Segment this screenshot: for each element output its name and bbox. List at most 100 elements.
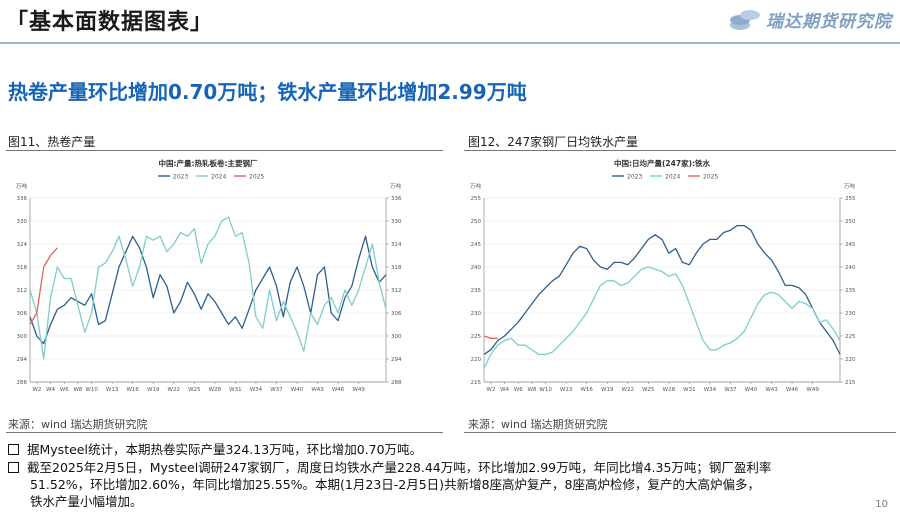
x-tick-label: W19 — [601, 387, 614, 393]
y-tick-right: 318 — [391, 265, 402, 271]
page-title: 「基本面数据图表」 — [6, 10, 214, 35]
y-tick-left: 336 — [17, 196, 28, 202]
y-tick-left: 245 — [471, 242, 482, 248]
y-tick-left: 288 — [17, 380, 28, 386]
y-tick-left: 230 — [471, 311, 482, 317]
series-line-2025 — [29, 247, 58, 325]
legend-label-2024: 2024 — [211, 174, 226, 181]
x-tick-label: W40 — [291, 387, 304, 393]
title-divider — [0, 42, 900, 44]
page-number: 10 — [875, 499, 888, 510]
x-tick-label: W31 — [683, 387, 695, 393]
series-line-2024 — [29, 216, 387, 360]
x-tick-label: W31 — [229, 387, 241, 393]
y-tick-left: 240 — [471, 265, 482, 271]
y-tick-right: 288 — [391, 380, 402, 386]
x-tick-label: W46 — [332, 387, 345, 393]
y-tick-right: 330 — [391, 219, 402, 225]
y-tick-left: 300 — [17, 334, 28, 340]
x-tick-label: W2 — [486, 387, 495, 393]
x-tick-label: W8 — [73, 387, 82, 393]
y-tick-right: 240 — [845, 265, 856, 271]
x-tick-label: W40 — [745, 387, 758, 393]
figure-12-source: 来源：wind 瑞达期货研究院 — [468, 418, 608, 431]
figure-11-source: 来源：wind 瑞达期货研究院 — [8, 418, 148, 431]
x-tick-label: W13 — [560, 387, 573, 393]
x-tick-label: W2 — [32, 387, 41, 393]
x-tick-label: W6 — [60, 387, 69, 393]
series-line-2023 — [29, 235, 387, 345]
unit-right: 万吨 — [844, 182, 856, 190]
x-tick-label: W4 — [46, 387, 55, 393]
hot-metal-output-svg: 中国:日均产量(247家):铁水 2023 2024 2025 万吨 万吨 215 215 22… — [470, 158, 856, 393]
x-tick-label: W46 — [786, 387, 799, 393]
figure-12-bottom-rule — [464, 432, 896, 433]
y-tick-right: 230 — [845, 311, 856, 317]
x-tick-label: W16 — [126, 387, 139, 393]
series-line-2025 — [483, 335, 498, 339]
logo: 瑞达期货研究院 — [728, 6, 892, 32]
y-tick-right: 300 — [391, 334, 402, 340]
x-tick-label: W10 — [85, 387, 98, 393]
x-tick-label: W49 — [806, 387, 819, 393]
y-tick-right: 225 — [845, 334, 856, 340]
y-tick-right: 235 — [845, 288, 856, 294]
x-tick-label: W13 — [106, 387, 119, 393]
y-tick-left: 324 — [17, 242, 28, 248]
legend-label-2025: 2025 — [703, 174, 718, 181]
series-line-2023 — [483, 224, 841, 355]
legend-label-2024: 2024 — [665, 174, 680, 181]
bullet-2-text: 截至2025年2月5日，Mysteel调研247家钢厂，周度日均铁水产量228.… — [27, 460, 772, 475]
x-tick-label: W22 — [622, 387, 634, 393]
figure-11-label: 图11、热卷产量 — [8, 135, 96, 149]
x-tick-label: W49 — [352, 387, 365, 393]
y-tick-right: 250 — [845, 219, 856, 225]
figure-11-bottom-rule — [6, 432, 443, 433]
x-tick-label: W4 — [500, 387, 509, 393]
hot-coil-output-chart: 中国:产量:热轧板卷:主要钢厂 2023 2024 2025 万吨 万吨 288 288 294… — [8, 154, 414, 408]
x-tick-label: W22 — [168, 387, 180, 393]
y-tick-left: 312 — [17, 288, 28, 294]
y-tick-right: 220 — [845, 357, 856, 363]
legend-label-2025: 2025 — [249, 174, 264, 181]
x-tick-label: W25 — [188, 387, 201, 393]
bullet-2: 截至2025年2月5日，Mysteel调研247家钢厂，周度日均铁水产量228.… — [8, 459, 771, 476]
chart-title: 中国:日均产量(247家):铁水 — [614, 158, 711, 168]
coin-stack-icon — [730, 10, 760, 30]
headline: 热卷产量环比增加0.70万吨；铁水产量环比增加2.99万吨 — [8, 80, 527, 104]
y-tick-left: 220 — [471, 357, 482, 363]
x-tick-label: W19 — [147, 387, 160, 393]
x-tick-label: W25 — [642, 387, 655, 393]
y-tick-left: 294 — [17, 357, 28, 363]
y-tick-left: 235 — [471, 288, 482, 294]
bullet-2-cont-1: 51.52%，环比增加2.60%，年同比增加25.55%。本期(1月23日-2月… — [30, 477, 760, 492]
y-tick-left: 330 — [17, 219, 28, 225]
y-tick-right: 215 — [845, 380, 856, 386]
x-tick-label: W43 — [765, 387, 778, 393]
x-tick-label: W10 — [539, 387, 552, 393]
x-tick-label: W28 — [663, 387, 676, 393]
unit-right: 万吨 — [390, 182, 402, 190]
bullet-square-icon — [8, 444, 19, 455]
x-tick-label: W34 — [704, 387, 717, 393]
bullet-1-text: 据Mysteel统计，本期热卷实际产量324.13万吨，环比增加0.70万吨。 — [27, 442, 423, 457]
figure-12-label: 图12、247家钢厂日均铁水产量 — [468, 135, 639, 149]
series-line-2024 — [483, 266, 841, 369]
y-tick-right: 294 — [391, 357, 402, 363]
hot-metal-output-chart: 中国:日均产量(247家):铁水 2023 2024 2025 万吨 万吨 215 215 22… — [462, 154, 868, 408]
y-tick-left: 225 — [471, 334, 482, 340]
chart-title: 中国:产量:热轧板卷:主要钢厂 — [159, 158, 258, 168]
unit-left: 万吨 — [470, 182, 482, 190]
y-tick-left: 250 — [471, 219, 482, 225]
y-tick-left: 306 — [17, 311, 28, 317]
y-tick-left: 215 — [471, 380, 482, 386]
legend-label-2023: 2023 — [627, 174, 642, 181]
y-tick-right: 324 — [391, 242, 402, 248]
figure-12-rule — [464, 150, 896, 151]
x-tick-label: W43 — [311, 387, 324, 393]
hot-coil-output-svg: 中国:产量:热轧板卷:主要钢厂 2023 2024 2025 万吨 万吨 288 288 294… — [16, 158, 402, 393]
unit-left: 万吨 — [16, 182, 28, 190]
x-tick-label: W6 — [514, 387, 523, 393]
y-tick-right: 245 — [845, 242, 856, 248]
legend-label-2023: 2023 — [173, 174, 188, 181]
